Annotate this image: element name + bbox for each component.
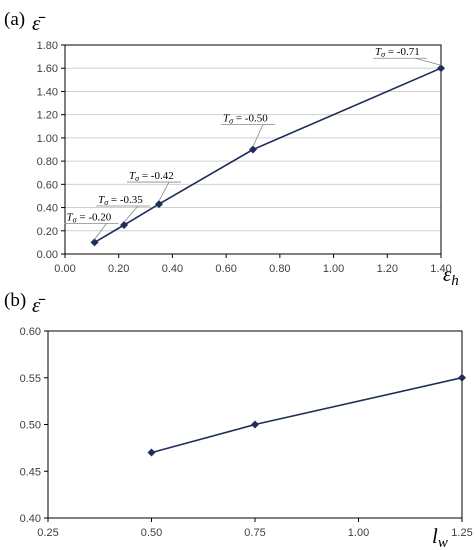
y-tick-label: 1.60	[37, 63, 58, 75]
panel-a-annotations: Tσ = -0.20 Tσ = -0.35 Tσ = -0.42 Tσ = -0.50…	[64, 46, 442, 240]
annotation-leader	[158, 181, 170, 202]
panel-a-y-ticks: 0.00 0.20 0.40 0.60 0.80 1.00 1.20 1.40 1.60 1.80	[37, 40, 65, 261]
panel-b-x-axis-label: lw	[432, 524, 448, 550]
x-tick-label: 1.25	[451, 527, 472, 539]
panel-b-y-ticks: 0.40 0.45 0.50 0.55 0.60	[20, 326, 48, 525]
plot-frame	[64, 44, 442, 255]
data-point	[437, 64, 445, 73]
x-tick-label: 1.00	[348, 527, 369, 539]
panel-a-y-axis-label: ε̄	[32, 11, 46, 35]
x-tick-label: 0.75	[244, 527, 265, 539]
y-tick-label: 1.20	[37, 110, 58, 122]
x-tick-label: 0.60	[215, 263, 236, 275]
x-tick-label: 1.40	[430, 263, 451, 275]
y-tick-label: 1.80	[37, 40, 58, 52]
y-tick-label: 0.40	[37, 203, 58, 215]
x-tick-label: 0.20	[108, 263, 129, 275]
x-tick-label: 0.25	[37, 527, 58, 539]
x-tick-label: 0.80	[269, 263, 290, 275]
panel-b-y-axis-label: ε̄	[32, 293, 46, 317]
x-tick-label: 1.00	[323, 263, 344, 275]
panel-b: (b) ε̄ lw 0.400.450.500.550.60 0.25 0.50 0…	[4, 290, 473, 550]
y-tick-label: 0.45	[20, 466, 41, 478]
x-tick-label: 1.20	[377, 263, 398, 275]
annotation-leader	[94, 223, 107, 240]
data-point	[458, 373, 466, 382]
panel-a-x-ticks: 0.00 0.20 0.40 0.60 0.80 1.00 1.20 1.40	[54, 254, 452, 275]
panel-b-x-ticks: 0.25 0.50 0.75 1.00 1.25	[37, 518, 473, 539]
y-tick-label: 0.00	[37, 249, 58, 261]
y-tick-label: 0.55	[20, 373, 41, 385]
data-point	[147, 448, 156, 457]
series-line	[94, 67, 442, 244]
annotation-leader	[252, 124, 264, 147]
y-tick-label: 1.40	[37, 86, 58, 98]
y-tick-label: 0.60	[37, 179, 58, 191]
y-tick-label: 0.20	[37, 226, 58, 238]
annotation-label: Tσ = -0.50	[223, 113, 268, 126]
series-line	[151, 376, 463, 454]
data-point	[120, 220, 129, 229]
y-tick-label: 1.00	[37, 133, 58, 145]
y-tick-label: 0.60	[20, 326, 41, 338]
panel-a-series	[90, 64, 445, 247]
x-tick-label: 0.50	[141, 527, 162, 539]
annotation-label: Tσ = -0.71	[375, 46, 420, 59]
annotation-leader	[414, 57, 442, 66]
data-point	[251, 420, 259, 429]
y-tick-label: 0.40	[20, 513, 41, 525]
annotation-leader	[123, 205, 139, 223]
annotation-label: Tσ = -0.42	[129, 170, 174, 183]
panel-a-plot-frame	[64, 44, 442, 255]
annotation-label: Tσ = -0.20	[67, 211, 112, 224]
data-point	[155, 200, 163, 209]
y-tick-label: 0.50	[20, 420, 41, 432]
x-tick-label: 0.00	[54, 263, 75, 275]
data-point	[90, 238, 99, 247]
annotation-label: Tσ = -0.35	[98, 194, 143, 207]
panel-a-letter: (a)	[4, 9, 25, 30]
panel-b-letter: (b)	[4, 290, 26, 311]
panel-b-series	[147, 373, 466, 457]
panel-a: (a) ε̄ εh 0.00 0.20 0.40 0.60 0.80 1.00 1.20 1.…	[4, 9, 459, 289]
y-tick-label: 0.80	[37, 156, 58, 168]
data-point	[249, 145, 257, 154]
x-tick-label: 0.40	[162, 263, 183, 275]
panel-a-x-axis-label: εh	[443, 262, 459, 289]
